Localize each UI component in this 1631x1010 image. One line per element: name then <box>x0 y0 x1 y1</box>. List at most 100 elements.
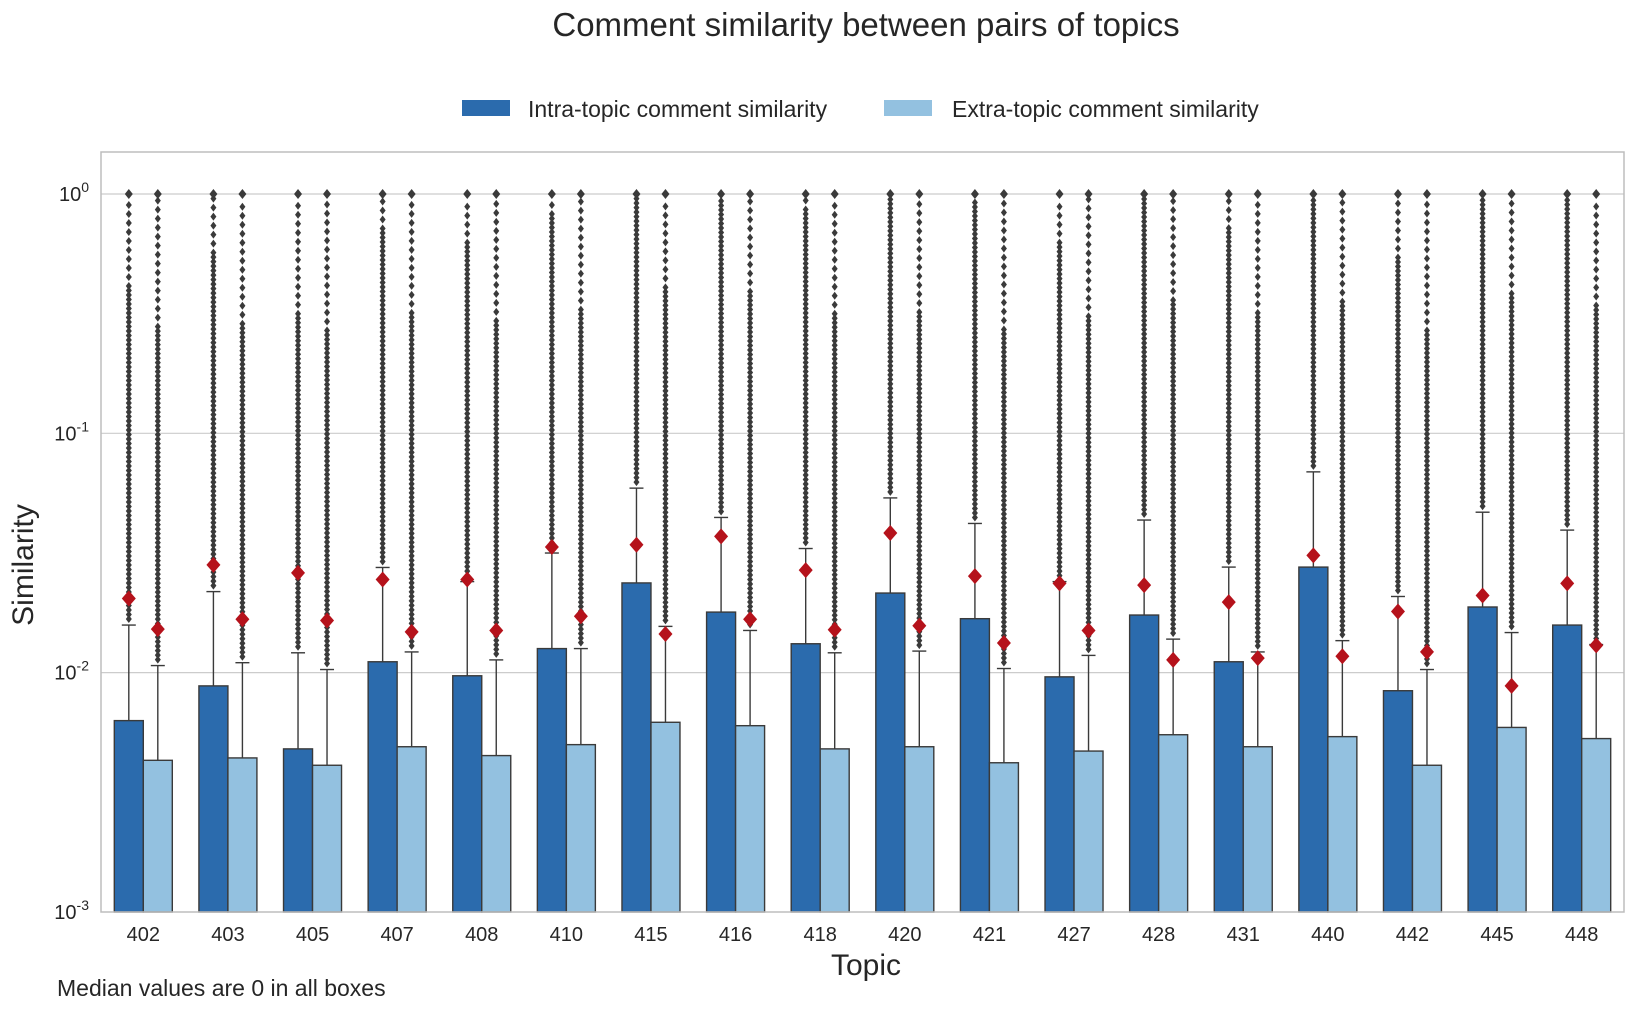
outlier-point <box>831 602 838 611</box>
outlier-point <box>408 218 415 227</box>
outlier-point <box>1310 457 1317 466</box>
outlier-point <box>887 208 894 217</box>
outlier-point <box>887 271 894 280</box>
outlier-point <box>1479 259 1486 268</box>
outlier-point <box>1423 218 1430 227</box>
outlier-point <box>154 520 161 529</box>
outlier-point <box>1141 289 1148 298</box>
outlier-point <box>1564 466 1571 475</box>
outlier-point <box>324 430 331 439</box>
outlier-point <box>1141 204 1148 213</box>
outlier-point <box>154 354 161 363</box>
outlier-point <box>379 224 386 233</box>
outlier-point <box>295 606 302 615</box>
outlier-point <box>747 327 754 336</box>
outlier-point <box>916 636 923 645</box>
outlier-point <box>1564 398 1571 407</box>
outlier-point <box>718 237 725 246</box>
outlier-point <box>210 572 217 581</box>
outlier-point <box>1085 510 1092 519</box>
outlier-point <box>408 430 415 439</box>
outlier-point <box>916 596 923 605</box>
outlier-points <box>1055 189 1064 580</box>
outlier-point <box>1508 519 1515 528</box>
outlier-point <box>295 516 302 525</box>
outlier-point <box>493 361 500 370</box>
outlier-point <box>493 289 500 298</box>
outlier-point <box>802 367 809 376</box>
outlier-point <box>1564 254 1571 263</box>
outlier-point <box>1085 564 1092 573</box>
outlier-point <box>1085 514 1092 523</box>
outlier-point <box>1056 522 1063 531</box>
outlier-point <box>1254 587 1261 596</box>
outlier-point <box>1141 339 1148 348</box>
outlier-point <box>1593 571 1600 580</box>
outlier-point <box>239 481 246 490</box>
outlier-point <box>1423 209 1430 218</box>
outlier-point <box>1479 317 1486 326</box>
outlier-point <box>1479 277 1486 286</box>
outlier-point <box>1000 528 1007 537</box>
outlier-point <box>1339 495 1346 504</box>
outlier-point <box>633 199 640 208</box>
outlier-point <box>831 350 838 359</box>
outlier-point <box>577 337 584 346</box>
outlier-point <box>1564 416 1571 425</box>
outlier-point <box>548 534 555 543</box>
mean-marker <box>798 562 813 579</box>
outlier-point <box>887 267 894 276</box>
outlier-point <box>916 411 923 420</box>
outlier-point <box>1225 462 1232 471</box>
outlier-point <box>1508 478 1515 487</box>
outlier-point <box>210 302 217 311</box>
outlier-point <box>802 471 809 480</box>
outlier-point <box>125 403 132 412</box>
outlier-point <box>1254 299 1261 308</box>
outlier-point <box>1564 227 1571 236</box>
box <box>1551 624 1583 913</box>
outlier-point <box>1254 380 1261 389</box>
outlier-point <box>295 620 302 629</box>
outlier-point <box>1310 205 1317 214</box>
outlier-point <box>464 247 471 256</box>
outlier-point <box>1085 645 1092 654</box>
outlier-point <box>1339 581 1346 590</box>
outlier-point <box>548 426 555 435</box>
outlier-point <box>1000 316 1007 325</box>
outlier-point <box>577 427 584 436</box>
outlier-point <box>464 432 471 441</box>
outlier-point <box>1000 388 1007 397</box>
outlier-point <box>1170 323 1177 332</box>
outlier-point <box>1141 505 1148 514</box>
outlier-point <box>1170 431 1177 440</box>
outlier-point <box>154 534 161 543</box>
outlier-point <box>1339 594 1346 603</box>
outlier-point <box>1000 609 1007 618</box>
outlier-point <box>1141 402 1148 411</box>
outlier-point <box>1339 482 1346 491</box>
outlier-point <box>239 499 246 508</box>
mean-marker <box>1052 575 1067 592</box>
outlier-point <box>802 484 809 493</box>
outlier-point <box>324 358 331 367</box>
outlier-point <box>1394 280 1401 289</box>
outlier-point <box>1339 333 1346 342</box>
mean-marker <box>912 617 927 634</box>
outlier-point <box>1310 362 1317 371</box>
outlier-point <box>1310 232 1317 241</box>
outlier-point <box>577 602 584 611</box>
outlier-point <box>1564 470 1571 479</box>
outlier-point <box>1141 222 1148 231</box>
outlier-point <box>548 412 555 421</box>
outlier-point <box>1225 476 1232 485</box>
outlier-point <box>1479 461 1486 470</box>
outlier-point <box>718 228 725 237</box>
outlier-point <box>548 340 555 349</box>
outlier-point <box>125 237 132 246</box>
outlier-point <box>493 253 500 262</box>
outlier-point <box>1085 375 1092 384</box>
outlier-point <box>1564 218 1571 227</box>
outlier-point <box>1225 552 1232 561</box>
outlier-point <box>464 373 471 382</box>
